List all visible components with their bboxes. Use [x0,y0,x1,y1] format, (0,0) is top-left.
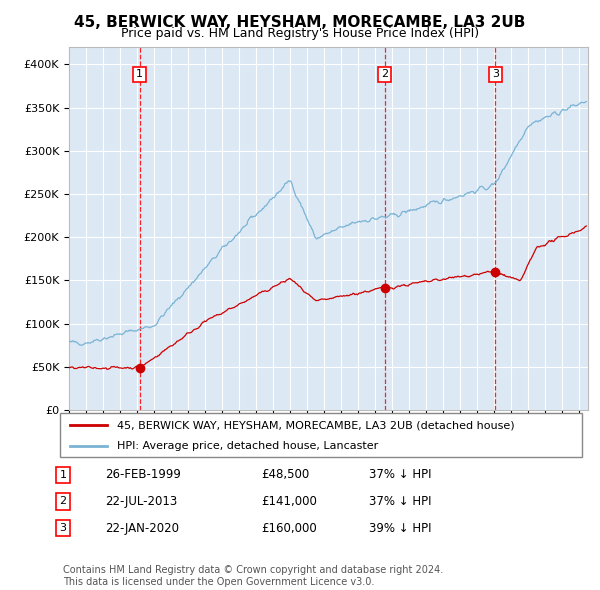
Text: HPI: Average price, detached house, Lancaster: HPI: Average price, detached house, Lanc… [118,441,379,451]
Text: 22-JUL-2013: 22-JUL-2013 [105,495,177,508]
Text: 2: 2 [381,70,388,80]
Text: 22-JAN-2020: 22-JAN-2020 [105,522,179,535]
Text: 45, BERWICK WAY, HEYSHAM, MORECAMBE, LA3 2UB (detached house): 45, BERWICK WAY, HEYSHAM, MORECAMBE, LA3… [118,421,515,430]
Text: Price paid vs. HM Land Registry's House Price Index (HPI): Price paid vs. HM Land Registry's House … [121,27,479,40]
Text: 3: 3 [59,523,67,533]
Text: 26-FEB-1999: 26-FEB-1999 [105,468,181,481]
Text: 45, BERWICK WAY, HEYSHAM, MORECAMBE, LA3 2UB: 45, BERWICK WAY, HEYSHAM, MORECAMBE, LA3… [74,15,526,30]
Text: 2: 2 [59,497,67,506]
Text: £160,000: £160,000 [261,522,317,535]
Text: 1: 1 [59,470,67,480]
Text: 37% ↓ HPI: 37% ↓ HPI [369,468,431,481]
Text: 3: 3 [492,70,499,80]
Text: £48,500: £48,500 [261,468,309,481]
Text: £141,000: £141,000 [261,495,317,508]
Text: Contains HM Land Registry data © Crown copyright and database right 2024.
This d: Contains HM Land Registry data © Crown c… [63,565,443,587]
Text: 37% ↓ HPI: 37% ↓ HPI [369,495,431,508]
FancyBboxPatch shape [60,413,582,457]
Text: 1: 1 [136,70,143,80]
Text: 39% ↓ HPI: 39% ↓ HPI [369,522,431,535]
